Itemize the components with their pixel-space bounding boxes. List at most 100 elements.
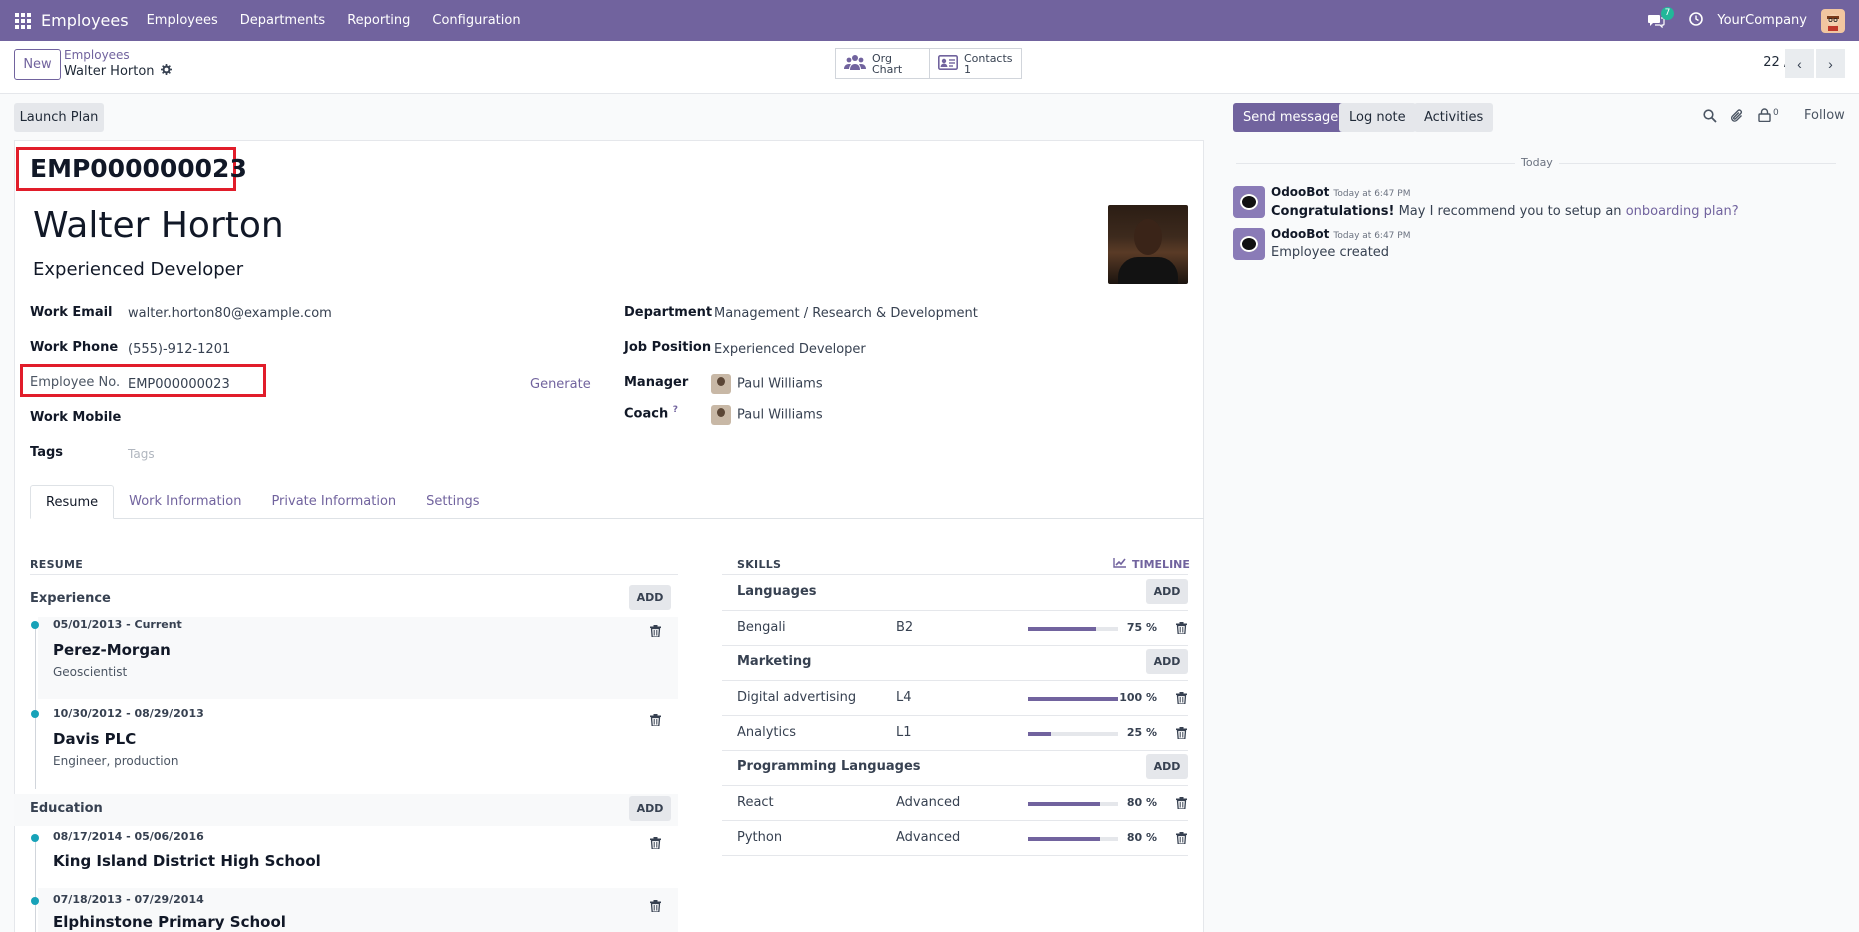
trash-icon[interactable]	[1176, 797, 1187, 810]
tab-settings[interactable]: Settings	[426, 494, 480, 509]
message-2-body: Employee created	[1271, 245, 1390, 260]
trash-icon[interactable]	[650, 625, 661, 638]
experience-row-1[interactable]	[38, 617, 678, 699]
message-1-body: Congratulations! May I recommend you to …	[1271, 204, 1739, 219]
menu-configuration[interactable]: Configuration	[432, 13, 521, 28]
employee-photo[interactable]	[1108, 205, 1188, 284]
org-chart-button[interactable]: Org Chart	[835, 48, 930, 79]
generate-button[interactable]: Generate	[530, 377, 591, 392]
search-icon[interactable]	[1703, 109, 1717, 127]
coach-field[interactable]: Paul Williams	[711, 405, 823, 425]
skill-divider	[722, 750, 1188, 751]
line-chart-icon	[1113, 557, 1127, 571]
education-header-row	[14, 794, 678, 826]
pager-previous-button[interactable]: ‹	[1785, 49, 1814, 78]
trash-icon[interactable]	[650, 900, 661, 913]
paperclip-icon[interactable]	[1730, 109, 1744, 127]
work-mobile-label: Work Mobile	[30, 410, 122, 425]
odoobot-avatar[interactable]	[1233, 186, 1265, 218]
control-panel: New Employees Walter Horton Org Chart Co…	[0, 41, 1859, 94]
followers-button[interactable]: 0	[1758, 108, 1779, 126]
work-email-field[interactable]: walter.horton80@example.com	[128, 306, 332, 321]
work-phone-field[interactable]: (555)-912-1201	[128, 342, 231, 357]
skills-timeline-button[interactable]: TIMELINE	[1113, 557, 1190, 571]
add-education-button[interactable]: ADD	[629, 796, 671, 821]
education-title: Education	[30, 801, 103, 816]
breadcrumb: Walter Horton	[64, 64, 172, 79]
org-chart-label: Org Chart	[872, 51, 903, 76]
activities-button[interactable]: Activities	[1414, 103, 1494, 132]
tab-private-information[interactable]: Private Information	[271, 494, 397, 509]
experience-timeline	[35, 624, 36, 789]
tags-field[interactable]: Tags	[128, 447, 155, 461]
department-field[interactable]: Management / Research & Development	[714, 306, 978, 321]
manager-avatar	[711, 374, 731, 394]
skill-divider	[722, 785, 1188, 786]
tab-work-information[interactable]: Work Information	[129, 494, 242, 509]
employee-no-field[interactable]: EMP000000023	[128, 377, 230, 392]
coach-help-icon[interactable]: ?	[672, 405, 678, 415]
timeline-dot	[31, 710, 39, 718]
employee-name-field[interactable]: Walter Horton	[33, 205, 284, 246]
menu-departments[interactable]: Departments	[239, 13, 326, 28]
add-skill-button[interactable]: ADD	[1146, 649, 1188, 674]
manager-field[interactable]: Paul Williams	[711, 374, 823, 394]
trash-icon[interactable]	[1176, 727, 1187, 740]
user-avatar[interactable]	[1821, 8, 1845, 33]
tab-resume[interactable]: Resume	[30, 485, 115, 519]
trash-icon[interactable]	[650, 714, 661, 727]
odoobot-avatar[interactable]	[1233, 228, 1265, 260]
manager-label: Manager	[624, 375, 689, 390]
employee-no-highlight	[20, 364, 266, 397]
company-switcher[interactable]: YourCompany	[1717, 13, 1807, 28]
timeline-dot	[31, 897, 39, 905]
gear-icon[interactable]	[160, 64, 172, 79]
breadcrumb-employees[interactable]: Employees	[64, 48, 130, 62]
discuss-badge: 7	[1660, 6, 1675, 20]
coach-name: Paul Williams	[737, 407, 823, 423]
education-2-date: 07/18/2013 - 07/29/2014	[53, 893, 204, 906]
trash-icon[interactable]	[1176, 692, 1187, 705]
menu-reporting[interactable]: Reporting	[347, 13, 411, 28]
education-row-2[interactable]	[38, 888, 678, 932]
job-position-field[interactable]: Experienced Developer	[714, 342, 866, 357]
skill-name: Analytics	[737, 725, 797, 740]
notebook-tabs: Resume Work Information Private Informat…	[30, 485, 1204, 519]
add-experience-button[interactable]: ADD	[629, 585, 671, 610]
contact-card-icon	[938, 54, 958, 73]
skill-group-title: Marketing	[737, 654, 812, 669]
experience-2-name: Davis PLC	[53, 730, 137, 748]
new-button[interactable]: New	[14, 49, 61, 80]
activity-clock-icon[interactable]	[1689, 11, 1704, 30]
follow-button[interactable]: Follow	[1804, 108, 1845, 123]
launch-plan-button[interactable]: Launch Plan	[14, 103, 104, 132]
add-skill-button[interactable]: ADD	[1146, 579, 1188, 604]
send-message-button[interactable]: Send message	[1233, 103, 1349, 132]
log-note-button[interactable]: Log note	[1339, 103, 1416, 132]
app-brand[interactable]: Employees	[41, 11, 129, 30]
trash-icon[interactable]	[1176, 622, 1187, 635]
trash-icon[interactable]	[650, 837, 661, 850]
resume-divider	[30, 574, 678, 575]
org-chart-icon	[844, 54, 866, 73]
employee-no-label: Employee No.	[30, 375, 121, 390]
app-grid-icon[interactable]	[15, 12, 31, 29]
pager-next-button[interactable]: ›	[1816, 49, 1845, 78]
skill-level: L4	[896, 690, 912, 705]
experience-title: Experience	[30, 591, 111, 606]
timeline-label: TIMELINE	[1132, 557, 1190, 571]
trash-icon[interactable]	[1176, 832, 1187, 845]
discuss-icon[interactable]: 7	[1647, 6, 1675, 28]
timeline-dot	[31, 621, 39, 629]
menu-employees[interactable]: Employees	[146, 13, 218, 28]
experience-2-desc: Engineer, production	[53, 754, 179, 768]
contacts-label: Contacts	[964, 51, 1013, 65]
contacts-button[interactable]: Contacts 1	[929, 48, 1022, 79]
add-skill-button[interactable]: ADD	[1146, 754, 1188, 779]
work-mobile-field[interactable]	[128, 410, 428, 428]
job-title-field[interactable]: Experienced Developer	[33, 259, 244, 280]
onboarding-plan-link[interactable]: onboarding plan?	[1625, 204, 1739, 219]
followers-count: 0	[1773, 108, 1779, 118]
top-navbar: Employees Employees Departments Reportin…	[0, 0, 1859, 41]
skill-progress-bar	[1028, 732, 1118, 736]
